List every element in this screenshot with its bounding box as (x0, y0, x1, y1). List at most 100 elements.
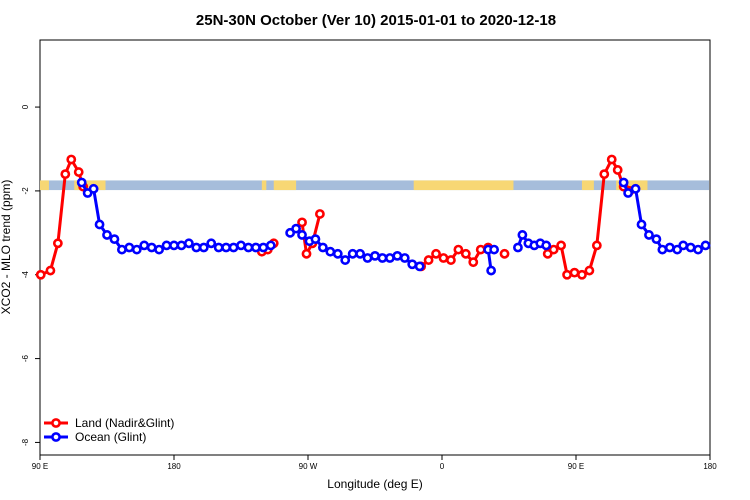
data-point (88, 183, 99, 194)
data-point (176, 240, 187, 251)
data-point (213, 242, 224, 253)
y-tick-label: 0 (21, 104, 30, 109)
data-point (325, 246, 336, 257)
data-point (291, 223, 301, 234)
data-point (198, 242, 209, 253)
x-axis-label: Longitude (deg E) (327, 477, 422, 491)
y-tick-label: -6 (21, 354, 30, 362)
data-point (678, 240, 689, 251)
legend-marker (51, 432, 61, 442)
series-ocean (76, 177, 711, 276)
x-tick-label: 90 E (32, 462, 48, 471)
land-band-segment (413, 180, 514, 191)
data-point (664, 242, 675, 253)
data-point (700, 240, 711, 251)
land-sea-band (40, 180, 709, 191)
data-point (243, 242, 254, 253)
x-axis: 90 E 180 90 W 0 90 E 180 (32, 455, 717, 471)
land-band-segment (74, 180, 106, 191)
data-point (693, 244, 703, 255)
data-point (161, 240, 172, 251)
data-point (651, 234, 662, 245)
data-point (116, 244, 127, 255)
data-point (60, 169, 71, 180)
data-point (606, 154, 617, 165)
data-point (623, 188, 634, 198)
data-point (577, 269, 587, 280)
x-tick-label: 90 W (299, 462, 318, 471)
series-line (546, 156, 631, 277)
data-point (548, 244, 559, 255)
y-axis-label: XCO2 - MLO trend (ppm) (0, 180, 13, 315)
data-point (362, 253, 373, 263)
land-band-segment (581, 180, 594, 191)
data-point (297, 217, 307, 228)
data-point (35, 269, 46, 280)
x-tick-label: 180 (167, 462, 181, 471)
data-point (584, 265, 595, 276)
data-point (236, 240, 246, 251)
data-point (599, 169, 610, 180)
data-point (206, 238, 217, 249)
data-point (569, 267, 580, 278)
land-band-segment (273, 180, 297, 191)
data-point (438, 253, 449, 263)
data-point (446, 255, 456, 265)
data-point (258, 242, 269, 253)
plot-frame (39, 39, 711, 456)
data-point (124, 242, 135, 253)
data-point (221, 242, 232, 253)
data-point (154, 244, 165, 255)
data-point (169, 240, 179, 251)
data-point (94, 219, 105, 230)
data-point (392, 250, 403, 261)
data-point (332, 248, 343, 259)
data-point (423, 255, 434, 265)
data-point (399, 253, 410, 263)
land-band-segment (40, 180, 49, 191)
y-tick-label: -4 (21, 271, 30, 279)
land-band-segment (261, 180, 267, 191)
data-point (475, 244, 486, 255)
data-point (486, 265, 497, 276)
data-point (453, 244, 464, 255)
data-point (636, 219, 647, 230)
data-point (541, 240, 552, 251)
data-point (131, 244, 142, 255)
data-point (612, 165, 623, 175)
data-point (301, 248, 312, 259)
x-tick-label: 180 (703, 462, 717, 471)
legend-marker (51, 418, 61, 428)
data-point (315, 209, 325, 219)
data-point (591, 240, 602, 251)
data-point (377, 253, 388, 263)
x-tick-label: 0 (440, 462, 445, 471)
data-point (370, 250, 380, 261)
data-point (431, 248, 441, 259)
data-point (76, 177, 87, 188)
legend: Land (Nadir&Glint)Ocean (Glint) (44, 416, 174, 444)
data-point (460, 248, 471, 259)
data-point (297, 230, 307, 240)
chart-title: 25N-30N October (Ver 10) 2015-01-01 to 2… (196, 12, 556, 29)
data-point (657, 244, 668, 255)
y-tick-label: -2 (21, 187, 30, 195)
data-point (517, 230, 528, 240)
data-point (499, 248, 510, 259)
data-point (685, 242, 696, 253)
data-point (489, 244, 500, 255)
data-point (513, 242, 523, 253)
data-point (139, 240, 150, 251)
series-land (35, 154, 635, 280)
data-point (250, 242, 261, 253)
data-point (340, 255, 351, 265)
data-point (384, 253, 395, 263)
land-band-segment (616, 180, 648, 191)
data-point (73, 167, 84, 177)
data-point (407, 259, 418, 270)
data-point (347, 248, 358, 259)
data-point (265, 240, 276, 251)
data-point (355, 248, 366, 259)
data-point (109, 234, 120, 245)
